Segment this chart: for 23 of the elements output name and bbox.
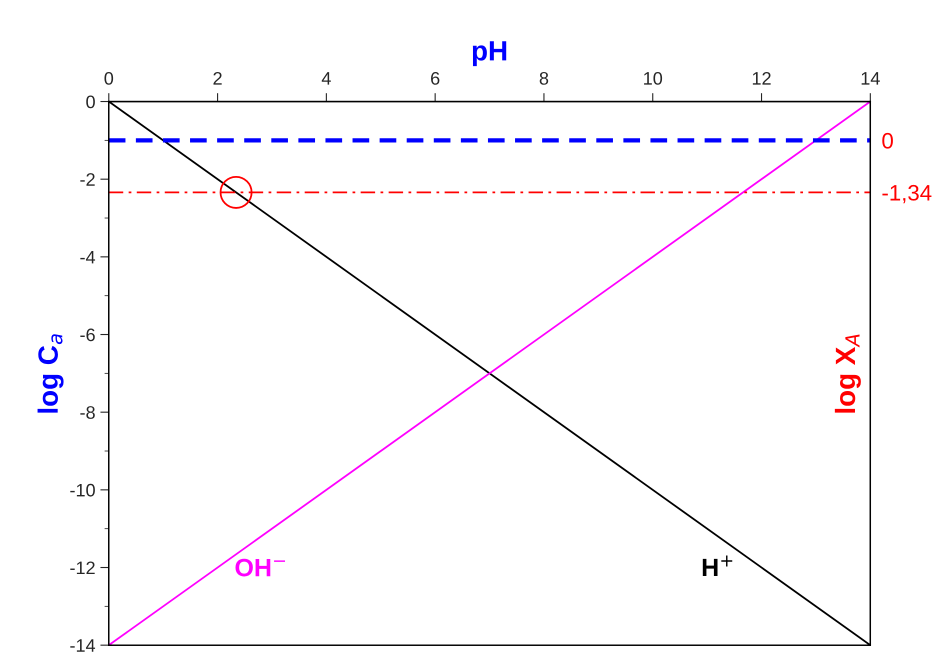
x-tick-label: 4 [322, 72, 331, 85]
y-axis-title: log C$_{a}$ [38, 334, 64, 413]
y-tick-label: -2 [80, 173, 95, 186]
x-tick-label: 10 [644, 72, 662, 85]
y2-axis-title: log X$_{A}$ [834, 334, 861, 413]
x-tick-label: 14 [862, 72, 880, 85]
y-tick-label: -8 [80, 406, 95, 419]
y-tick-label: -4 [80, 250, 96, 264]
y-tick-label: -6 [80, 328, 95, 342]
y2-tick-label: -1,34 [882, 184, 932, 204]
x-tick-label: 6 [431, 72, 440, 85]
series-label: OH$^{−}$ [236, 558, 286, 576]
x-axis-title: pH [472, 41, 506, 66]
x-tick-label: 8 [540, 72, 548, 85]
y-tick-label: 0 [86, 95, 95, 108]
y-tick-label: -14 [70, 639, 96, 652]
x-tick-label: 12 [752, 72, 771, 85]
y-tick-label: -10 [70, 484, 95, 497]
x-tick-label: 2 [213, 72, 222, 85]
y2-tick-label: 0 [882, 132, 893, 149]
series-label: H$^{+}$ [702, 555, 732, 576]
y-tick-label: -12 [70, 561, 95, 574]
x-tick-label: 0 [104, 72, 114, 85]
